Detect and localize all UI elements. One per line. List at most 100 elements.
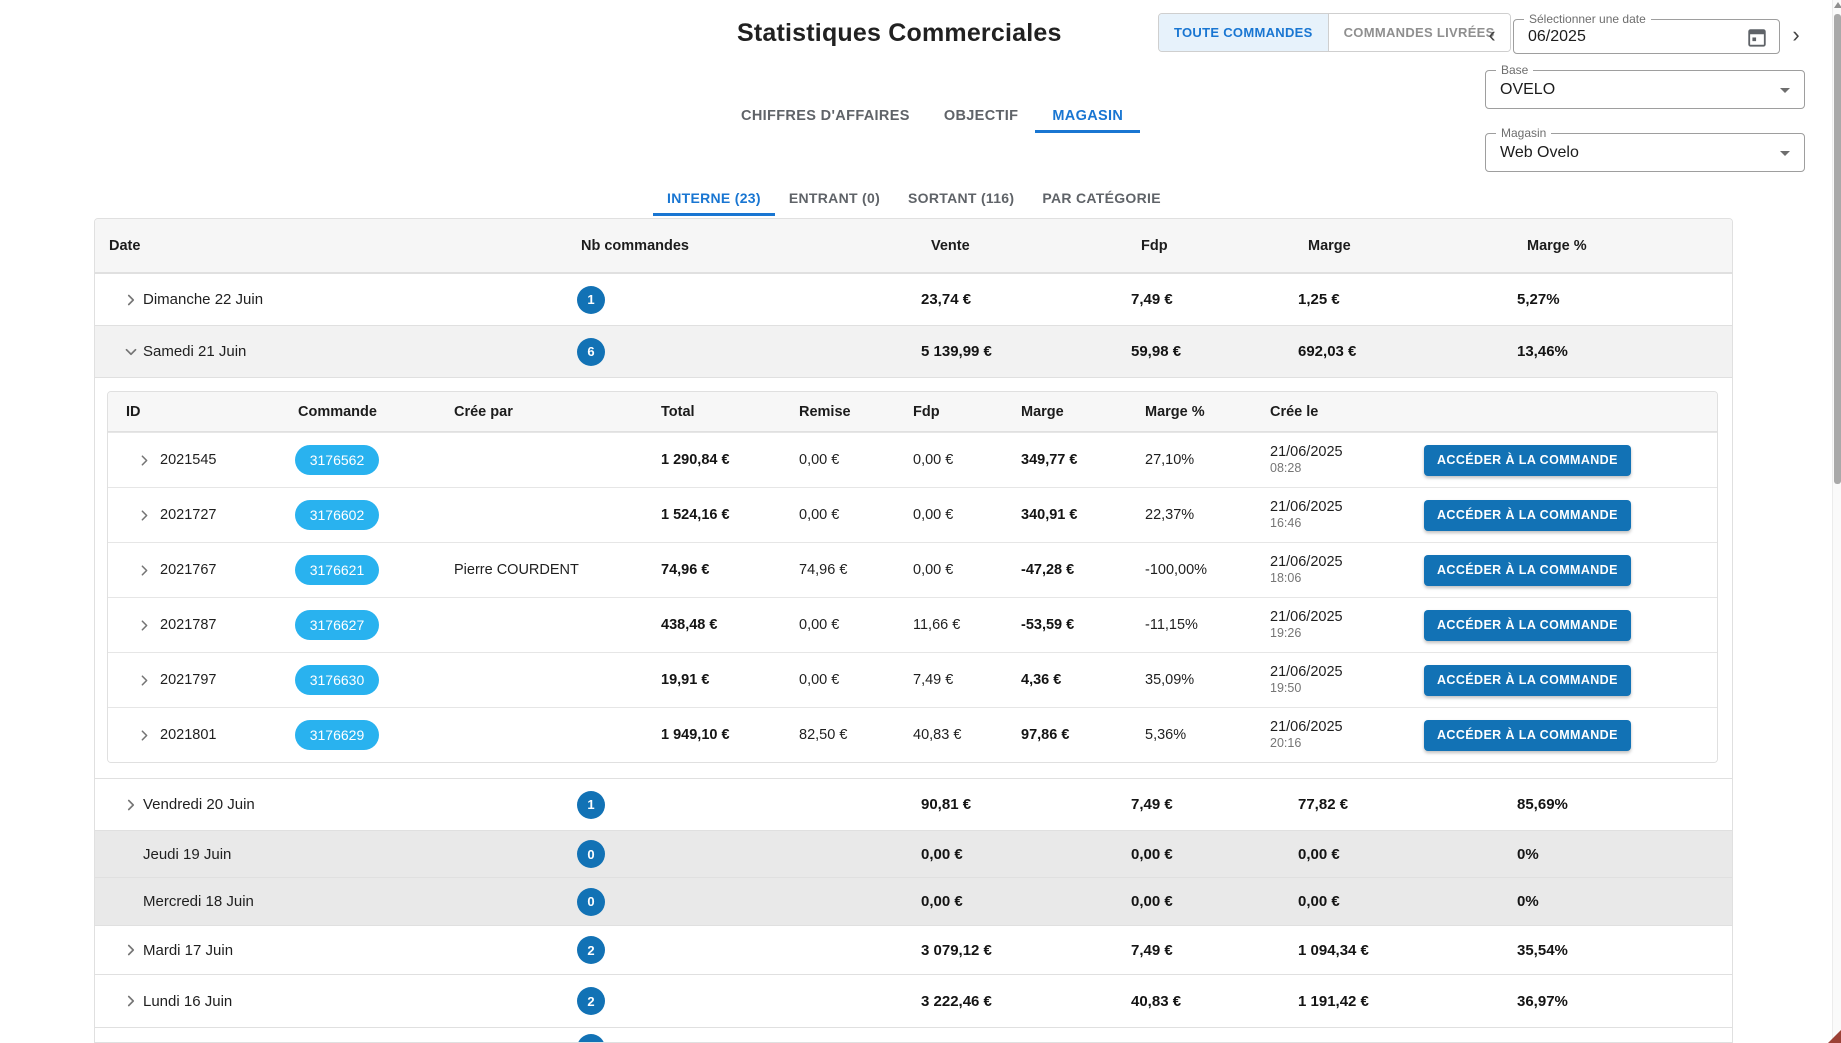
order-filter-toggle: TOUTE COMMANDES COMMANDES LIVRÉES xyxy=(1158,13,1511,52)
commande-chip[interactable]: 3176602 xyxy=(295,500,379,530)
date-picker[interactable]: Sélectionner une date 06/2025 xyxy=(1513,12,1780,54)
toggle-commandes-livrees[interactable]: COMMANDES LIVRÉES xyxy=(1327,14,1510,51)
nb-commandes-badge xyxy=(577,1034,605,1042)
row-marge: 1,25 € xyxy=(1298,291,1340,308)
header-commande: Commande xyxy=(298,403,377,420)
order-created-time: 19:26 xyxy=(1270,626,1302,641)
chevron-right-icon[interactable] xyxy=(134,505,154,525)
order-created-date: 21/06/2025 xyxy=(1270,609,1343,626)
order-row: 2021727 3176602 1 524,16 € 0,00 € 0,00 €… xyxy=(108,487,1717,542)
order-marge: 340,91 € xyxy=(1021,507,1078,523)
order-row: 2021797 3176630 19,91 € 0,00 € 7,49 € 4,… xyxy=(108,652,1717,707)
commande-chip[interactable]: 3176562 xyxy=(295,445,379,475)
nb-commandes-badge: 6 xyxy=(577,337,605,366)
header-vente: Vente xyxy=(931,237,970,254)
commande-chip[interactable]: 3176630 xyxy=(295,665,379,695)
scrollbar-thumb[interactable] xyxy=(1834,14,1841,484)
acceder-commande-button[interactable]: ACCÉDER À LA COMMANDE xyxy=(1424,719,1631,751)
row-fdp: 7,49 € xyxy=(1131,796,1173,813)
chevron-right-icon[interactable] xyxy=(134,450,154,470)
chevron-right-icon[interactable] xyxy=(134,670,154,690)
magasin-select[interactable]: Magasin Web Ovelo xyxy=(1485,126,1805,172)
tab-magasin[interactable]: MAGASIN xyxy=(1035,102,1141,133)
dropdown-arrow-icon xyxy=(1780,87,1790,93)
order-fdp: 0,00 € xyxy=(913,452,954,468)
previous-month-button[interactable]: ‹ xyxy=(1478,21,1506,49)
base-select[interactable]: Base OVELO xyxy=(1485,63,1805,109)
order-created-date: 21/06/2025 xyxy=(1270,499,1343,516)
calendar-icon[interactable] xyxy=(1746,26,1768,48)
table-row[interactable]: Vendredi 20 Juin 1 90,81 € 7,49 € 77,82 … xyxy=(95,778,1732,830)
order-created-time: 18:06 xyxy=(1270,571,1302,586)
order-total: 438,48 € xyxy=(661,617,718,633)
chevron-right-icon[interactable] xyxy=(121,290,141,310)
acceder-commande-button[interactable]: ACCÉDER À LA COMMANDE xyxy=(1424,609,1631,641)
order-id: 2021797 xyxy=(160,672,217,688)
vertical-scrollbar[interactable] xyxy=(1832,0,1841,1043)
row-date: Samedi 21 Juin xyxy=(143,343,247,360)
header-nb-commandes: Nb commandes xyxy=(581,237,689,254)
header-total: Total xyxy=(661,403,695,420)
commande-chip[interactable]: 3176629 xyxy=(295,720,379,750)
order-remise: 0,00 € xyxy=(799,617,840,633)
chevron-right-icon[interactable] xyxy=(121,991,141,1011)
chevron-right-icon[interactable] xyxy=(121,940,141,960)
row-marge: 1 094,34 € xyxy=(1298,941,1369,959)
chevron-right-icon[interactable] xyxy=(121,795,141,815)
row-vente: 23,74 € xyxy=(921,291,972,308)
row-vente: 0,00 € xyxy=(921,845,963,863)
table-row-partial[interactable] xyxy=(95,1027,1732,1042)
header-marge-pct: Marge % xyxy=(1527,237,1587,254)
header-cree-par: Crée par xyxy=(454,403,513,420)
header-fdp: Fdp xyxy=(913,403,940,420)
header-remise: Remise xyxy=(799,403,851,420)
table-row[interactable]: Mardi 17 Juin 2 3 079,12 € 7,49 € 1 094,… xyxy=(95,925,1732,974)
subtab-par-categorie[interactable]: PAR CATÉGORIE xyxy=(1028,183,1175,216)
chevron-right-icon[interactable] xyxy=(134,615,154,635)
scroll-corner-marker xyxy=(1828,1030,1841,1043)
order-created-time: 08:28 xyxy=(1270,461,1302,476)
magasin-subtabs: INTERNE (23) ENTRANT (0) SORTANT (116) P… xyxy=(653,183,1175,216)
subtab-entrant[interactable]: ENTRANT (0) xyxy=(775,183,894,216)
acceder-commande-button[interactable]: ACCÉDER À LA COMMANDE xyxy=(1424,499,1631,531)
order-id: 2021767 xyxy=(160,562,217,578)
chevron-down-icon[interactable] xyxy=(121,342,141,362)
header-cree-le: Crée le xyxy=(1270,403,1319,420)
scroll-up-arrow-icon[interactable] xyxy=(1834,2,1841,8)
order-remise: 0,00 € xyxy=(799,452,840,468)
row-marge-pct: 5,27% xyxy=(1517,291,1560,308)
tab-objectif[interactable]: OBJECTIF xyxy=(927,102,1036,133)
order-total: 1 290,84 € xyxy=(661,452,730,468)
order-created-time: 20:16 xyxy=(1270,736,1302,751)
subtab-interne[interactable]: INTERNE (23) xyxy=(653,183,775,216)
acceder-commande-button[interactable]: ACCÉDER À LA COMMANDE xyxy=(1424,664,1631,696)
acceder-commande-button[interactable]: ACCÉDER À LA COMMANDE xyxy=(1424,554,1631,586)
commande-chip[interactable]: 3176627 xyxy=(295,610,379,640)
chevron-right-icon: › xyxy=(1792,22,1800,47)
row-fdp: 59,98 € xyxy=(1131,343,1182,360)
table-row: Jeudi 19 Juin 0 0,00 € 0,00 € 0,00 € 0% xyxy=(95,830,1732,877)
commande-chip[interactable]: 3176621 xyxy=(295,555,379,585)
chevron-right-icon[interactable] xyxy=(134,560,154,580)
order-row: 2021767 3176621 Pierre COURDENT 74,96 € … xyxy=(108,542,1717,597)
subtab-sortant[interactable]: SORTANT (116) xyxy=(894,183,1028,216)
tab-chiffres-daffaires[interactable]: CHIFFRES D'AFFAIRES xyxy=(724,102,927,133)
base-select-value: OVELO xyxy=(1500,80,1556,98)
order-fdp: 7,49 € xyxy=(913,672,954,688)
table-row-expanded[interactable]: Samedi 21 Juin 6 5 139,99 € 59,98 € 692,… xyxy=(95,325,1732,377)
header-id: ID xyxy=(126,403,141,420)
nb-commandes-badge: 2 xyxy=(577,936,605,964)
base-select-label: Base xyxy=(1496,63,1534,77)
orders-header-row: ID Commande Crée par Total Remise Fdp Ma… xyxy=(108,392,1717,432)
acceder-commande-button[interactable]: ACCÉDER À LA COMMANDE xyxy=(1424,444,1631,476)
order-id: 2021801 xyxy=(160,727,217,743)
next-month-button[interactable]: › xyxy=(1782,21,1810,49)
row-date: Vendredi 20 Juin xyxy=(143,796,255,813)
order-remise: 82,50 € xyxy=(799,727,848,743)
chevron-right-icon[interactable] xyxy=(134,725,154,745)
row-date: Mardi 17 Juin xyxy=(143,941,234,959)
table-row[interactable]: Dimanche 22 Juin 1 23,74 € 7,49 € 1,25 €… xyxy=(95,273,1732,325)
order-marge-pct: -100,00% xyxy=(1145,562,1208,578)
table-row[interactable]: Lundi 16 Juin 2 3 222,46 € 40,83 € 1 191… xyxy=(95,974,1732,1027)
toggle-toute-commandes[interactable]: TOUTE COMMANDES xyxy=(1159,14,1328,51)
